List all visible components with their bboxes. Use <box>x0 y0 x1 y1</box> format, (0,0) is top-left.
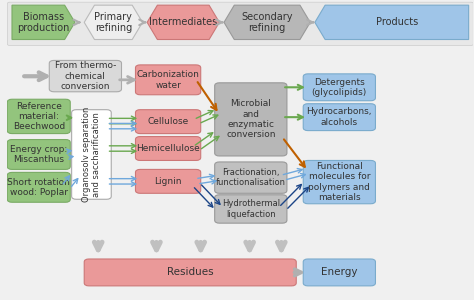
FancyBboxPatch shape <box>303 259 375 286</box>
FancyBboxPatch shape <box>136 65 201 95</box>
FancyBboxPatch shape <box>215 195 287 223</box>
Text: Reference
material:
Beechwood: Reference material: Beechwood <box>13 101 65 131</box>
FancyBboxPatch shape <box>7 99 70 134</box>
Polygon shape <box>147 5 219 40</box>
FancyBboxPatch shape <box>215 162 287 193</box>
Text: Microbial
and
enzymatic
conversion: Microbial and enzymatic conversion <box>226 99 275 140</box>
Polygon shape <box>12 5 75 40</box>
FancyBboxPatch shape <box>303 74 375 101</box>
FancyBboxPatch shape <box>7 172 70 202</box>
Text: Hydrothermal
liquefaction: Hydrothermal liquefaction <box>222 199 280 219</box>
Text: From thermo-
chemical
conversion: From thermo- chemical conversion <box>55 61 116 91</box>
FancyBboxPatch shape <box>303 104 375 130</box>
Polygon shape <box>84 5 143 40</box>
FancyBboxPatch shape <box>7 140 70 169</box>
FancyBboxPatch shape <box>136 136 201 160</box>
FancyBboxPatch shape <box>84 259 296 286</box>
Text: Energy crop:
Miscanthus: Energy crop: Miscanthus <box>10 145 67 164</box>
Text: Products: Products <box>376 17 418 27</box>
Text: Primary
refining: Primary refining <box>94 11 132 33</box>
Text: Carbonization
water: Carbonization water <box>137 70 200 89</box>
FancyBboxPatch shape <box>136 110 201 134</box>
Text: Short rotation
wood: Poplar: Short rotation wood: Poplar <box>8 178 70 197</box>
Text: Hydrocarbons,
alcohols: Hydrocarbons, alcohols <box>307 107 372 127</box>
Text: Secondary
refining: Secondary refining <box>241 11 293 33</box>
Text: Intermediates: Intermediates <box>149 17 218 27</box>
Text: Cellulose: Cellulose <box>147 117 189 126</box>
Polygon shape <box>224 5 310 40</box>
Text: Functional
molecules for
polymers and
materials: Functional molecules for polymers and ma… <box>309 162 370 202</box>
Text: Residues: Residues <box>167 267 214 278</box>
Polygon shape <box>315 5 469 40</box>
Text: Organosolv separation
and saccharification: Organosolv separation and saccharificati… <box>82 107 101 202</box>
Text: Fractionation,
functionalisation: Fractionation, functionalisation <box>216 168 286 187</box>
Text: Detergents
(glycolipids): Detergents (glycolipids) <box>312 78 367 97</box>
FancyBboxPatch shape <box>7 2 474 46</box>
Text: Energy: Energy <box>321 267 357 278</box>
Text: Biomass
production: Biomass production <box>17 11 70 33</box>
FancyBboxPatch shape <box>136 169 201 193</box>
FancyBboxPatch shape <box>215 83 287 156</box>
FancyBboxPatch shape <box>303 160 375 204</box>
Text: Lignin: Lignin <box>155 177 182 186</box>
Text: Hemicellulose: Hemicellulose <box>136 144 200 153</box>
FancyBboxPatch shape <box>49 60 121 92</box>
FancyBboxPatch shape <box>72 110 111 199</box>
